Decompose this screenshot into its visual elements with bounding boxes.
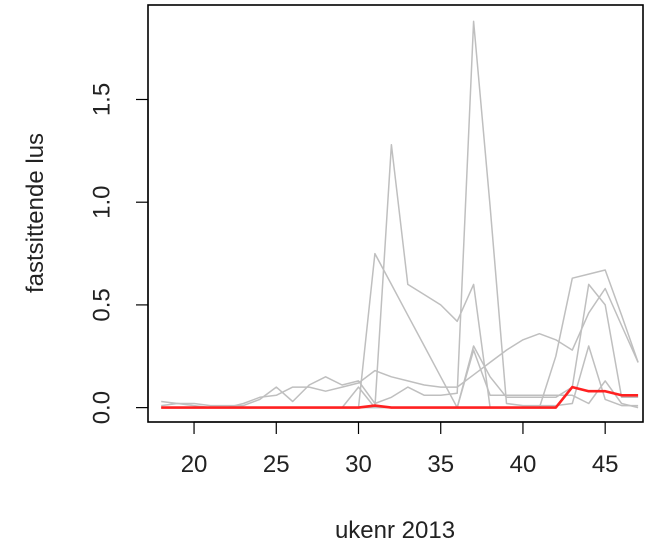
y-tick-label-1: 0.5 <box>88 288 115 321</box>
highlighted-series-line <box>161 385 639 409</box>
y-axis-title: fastsittende lus <box>22 133 49 293</box>
series-layer <box>161 20 639 409</box>
x-tick-label-35: 35 <box>427 451 454 478</box>
x-axis: 20 25 30 35 40 45 <box>181 421 619 478</box>
series-line-2 <box>161 143 639 409</box>
y-tick-label-2: 1.0 <box>88 186 115 219</box>
x-tick-label-45: 45 <box>592 451 619 478</box>
x-tick-label-25: 25 <box>263 451 290 478</box>
y-tick-label-3: 1.5 <box>88 83 115 116</box>
series-line-4 <box>161 287 639 409</box>
x-tick-label-40: 40 <box>510 451 537 478</box>
x-tick-label-20: 20 <box>181 451 208 478</box>
x-tick-label-30: 30 <box>345 451 372 478</box>
y-axis: 0.0 0.5 1.0 1.5 <box>88 83 149 424</box>
y-tick-label-0: 0.0 <box>88 391 115 424</box>
plot-frame <box>147 4 644 423</box>
x-axis-title: ukenr 2013 <box>335 517 455 544</box>
series-line-1 <box>161 252 639 409</box>
